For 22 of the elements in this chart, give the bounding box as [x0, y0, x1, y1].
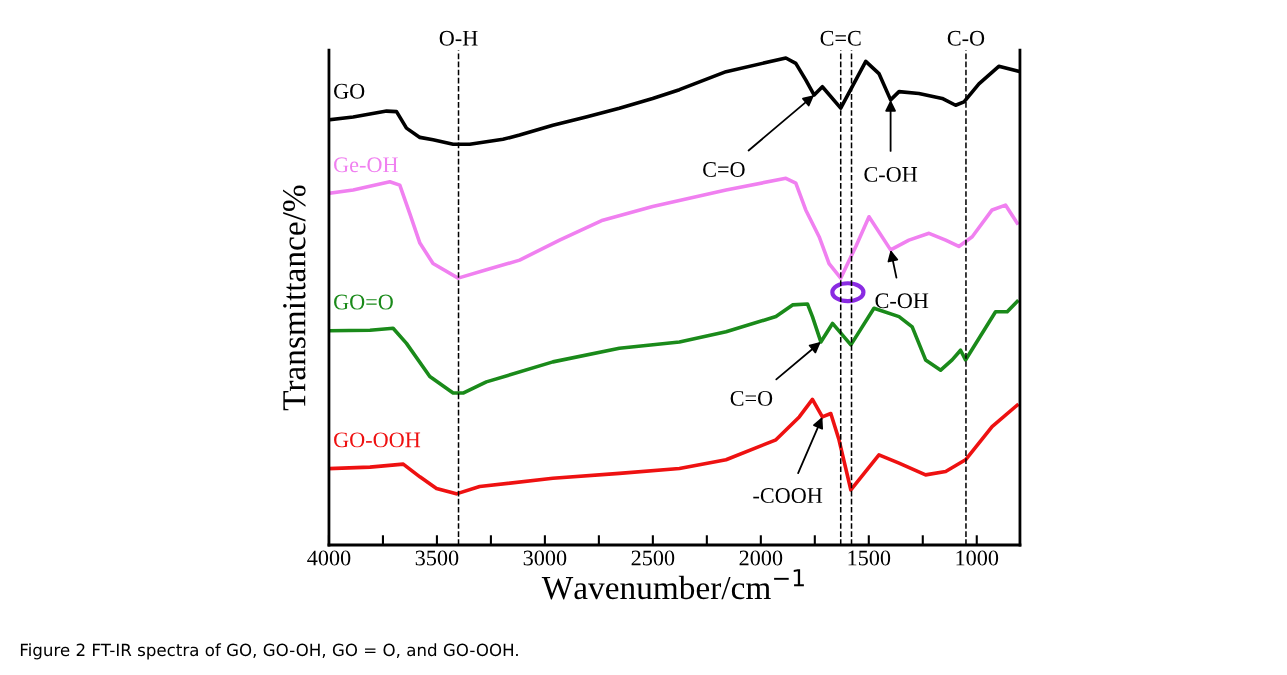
annotation: C=O	[730, 390, 773, 406]
caption: Figure 2 FT-IR spectra of GO, GO-OH, GO = O, and GO-OOH.	[20, 643, 518, 660]
x-tick-label: 2000	[739, 550, 783, 566]
y-axis-title: Transmittance/%	[283, 185, 306, 411]
ref-line-label: C-O	[947, 30, 985, 46]
series-label: GO	[334, 83, 365, 99]
x-tick-label: 3000	[523, 550, 567, 566]
ref-line-label: C=C	[820, 30, 861, 46]
x-tick-label: 3500	[415, 550, 459, 566]
annotation: C=O	[703, 162, 745, 177]
series-label: GO=O	[334, 294, 393, 310]
annotation: -COOH	[753, 488, 823, 504]
series-label: Ge-OH	[334, 157, 398, 173]
ref-line-label: O-H	[439, 30, 478, 46]
x-axis-title: Wavenumber/cm$^{−1}$	[541, 569, 804, 600]
x-tick-label: 4000	[307, 550, 351, 566]
annotation: C-OH	[864, 166, 918, 182]
series-label: GO-OOH	[334, 432, 421, 448]
annotation: C-OH	[875, 293, 929, 309]
x-tick-label: 1500	[848, 550, 891, 566]
x-tick-label: 2500	[631, 550, 675, 566]
x-tick-label: 1000	[956, 550, 999, 566]
